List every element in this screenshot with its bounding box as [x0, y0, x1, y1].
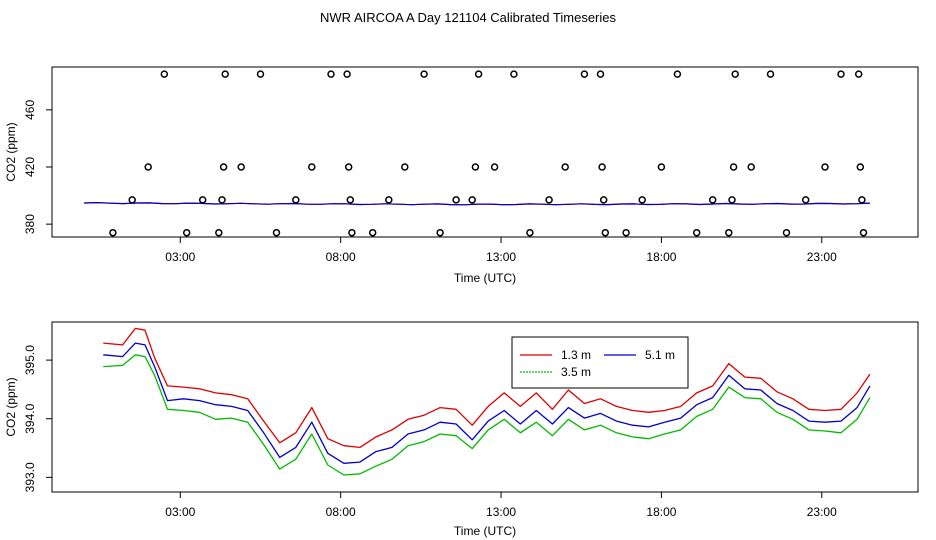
- top-data-point: [561, 163, 569, 171]
- top-data-point: [160, 70, 169, 78]
- legend-box: [511, 336, 689, 389]
- chart-title: NWR AIRCOA A Day 121104 Calibrated Times…: [320, 10, 616, 25]
- top-data-point: [854, 70, 863, 78]
- top-data-point: [673, 70, 682, 78]
- top-data-point: [420, 70, 428, 78]
- series-line-5-1-m: [103, 342, 871, 464]
- top-data-point: [856, 163, 865, 171]
- top-data-point: [526, 228, 534, 237]
- bottom-x-tick-label: 03:00: [165, 505, 195, 519]
- top-x-axis-label: Time (UTC): [454, 271, 516, 285]
- top-data-point: [725, 228, 733, 237]
- top-data-point: [731, 70, 739, 78]
- top-data-point: [346, 196, 355, 204]
- top-y-tick-label: 460: [23, 100, 37, 120]
- top-y-tick-label: 420: [23, 157, 37, 177]
- top-data-point: [821, 163, 829, 171]
- bottom-x-tick-label: 13:00: [486, 505, 516, 519]
- top-data-point: [708, 196, 717, 204]
- top-data-point: [218, 196, 226, 204]
- top-data-point: [692, 228, 701, 237]
- top-data-point: [837, 70, 845, 78]
- bottom-plot-frame: [51, 321, 919, 493]
- top-data-point: [109, 228, 117, 237]
- top-data-point: [858, 196, 866, 204]
- bottom-y-tick-label: 395.0: [23, 345, 37, 375]
- top-y-axis-label: CO2 (ppm): [4, 122, 18, 181]
- top-x-tick-label: 23:00: [807, 250, 837, 264]
- top-data-point: [510, 70, 518, 78]
- top-data-point: [599, 196, 608, 204]
- top-series-line-blue: [84, 201, 870, 206]
- top-data-point: [343, 70, 351, 78]
- top-data-point: [657, 163, 666, 171]
- legend-label-1-3m: 1.3 m: [561, 348, 591, 362]
- top-data-point: [436, 228, 444, 237]
- series-line-1-3-m: [103, 327, 871, 449]
- series-line-3-5-m: [103, 354, 871, 476]
- bottom-panel: 03:00 08:00 13:00 18:00 23:00 393.0 394.0 395.0…: [4, 321, 919, 538]
- bottom-plot-content: 03:00 08:00 13:00 18:00 23:00 393.0 394.0 395.0: [23, 327, 871, 519]
- top-data-point: [580, 70, 589, 78]
- top-data-point: [468, 196, 476, 204]
- legend: 1.3 m 5.1 m 3.5 m: [511, 336, 689, 389]
- top-data-point: [545, 196, 553, 204]
- top-data-point: [452, 196, 460, 204]
- top-data-point: [638, 196, 646, 204]
- top-data-point: [344, 163, 353, 171]
- top-data-point: [601, 228, 610, 237]
- top-data-point: [622, 228, 630, 237]
- top-data-point: [128, 196, 136, 204]
- bottom-y-tick-label: 393.0: [23, 462, 37, 492]
- top-data-point: [474, 70, 483, 78]
- top-data-point: [766, 70, 775, 78]
- top-data-point: [292, 196, 300, 204]
- top-data-point: [308, 163, 316, 171]
- bottom-x-axis-label: Time (UTC): [454, 524, 516, 538]
- top-data-point: [596, 70, 605, 78]
- top-data-point: [219, 163, 228, 171]
- legend-label-5-1m: 5.1 m: [645, 348, 675, 362]
- top-data-point: [801, 196, 810, 204]
- top-data-point: [144, 163, 152, 171]
- top-data-point: [747, 163, 755, 171]
- top-data-point: [728, 196, 736, 204]
- top-plot-frame: [51, 66, 919, 238]
- top-data-point: [348, 228, 356, 237]
- legend-label-3-5m: 3.5 m: [561, 365, 591, 379]
- bottom-y-axis-label: CO2 (ppm): [4, 377, 18, 436]
- top-data-point: [598, 163, 606, 171]
- bottom-x-tick-label: 18:00: [646, 505, 676, 519]
- top-data-point: [182, 228, 191, 237]
- top-data-point: [256, 70, 265, 78]
- top-data-point: [729, 163, 738, 171]
- top-data-point: [327, 70, 335, 78]
- top-data-point: [859, 228, 868, 237]
- bottom-x-tick-label: 23:00: [807, 505, 837, 519]
- top-data-point: [198, 196, 207, 204]
- top-data-point: [368, 228, 377, 237]
- top-data-point: [215, 228, 223, 237]
- top-data-point: [237, 163, 245, 171]
- top-x-tick-label: 03:00: [165, 250, 195, 264]
- top-x-tick-label: 13:00: [486, 250, 516, 264]
- top-data-point: [221, 70, 229, 78]
- bottom-x-tick-label: 08:00: [326, 505, 356, 519]
- top-x-tick-label: 08:00: [326, 250, 356, 264]
- top-data-point: [272, 228, 281, 237]
- top-data-point: [782, 228, 791, 237]
- top-x-tick-label: 18:00: [646, 250, 676, 264]
- top-data-point: [385, 196, 393, 204]
- top-plot-content: 03:00 08:00 13:00 18:00 23:00 380 420 460: [23, 70, 870, 264]
- top-data-point: [490, 163, 499, 171]
- top-data-point: [401, 163, 409, 171]
- bottom-y-tick-label: 394.0: [23, 403, 37, 433]
- top-panel: 03:00 08:00 13:00 18:00 23:00 380 420 460 Time …: [4, 66, 919, 285]
- top-y-tick-label: 380: [23, 214, 37, 234]
- top-data-point: [471, 163, 480, 171]
